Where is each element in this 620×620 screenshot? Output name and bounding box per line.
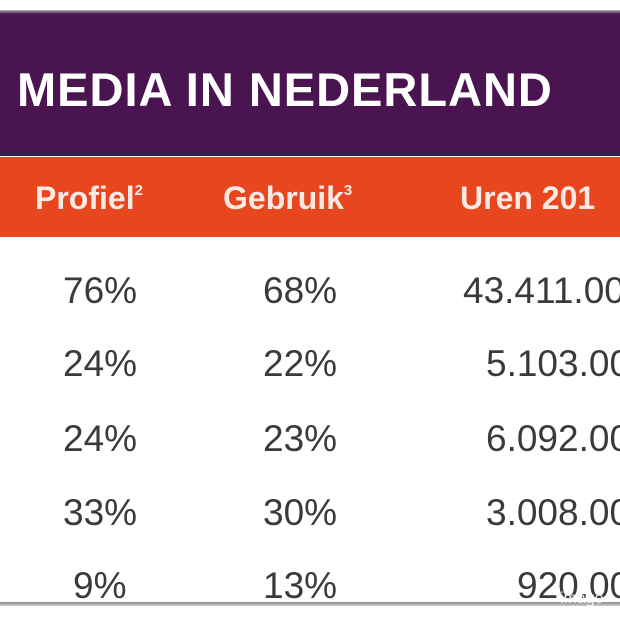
watermark: image xyxy=(560,590,604,607)
bottom-border xyxy=(0,602,620,606)
title-bar xyxy=(0,14,620,156)
table-title: MEDIA IN NEDERLAND xyxy=(17,63,553,116)
cell-gebruik: 22% xyxy=(263,343,338,384)
cell-profiel: 76% xyxy=(63,270,138,311)
column-header-bar xyxy=(0,157,620,237)
cell-gebruik: 13% xyxy=(263,565,338,606)
footnote-marker: 3 xyxy=(343,182,353,199)
column-header-uren: Uren 201 xyxy=(460,180,595,217)
column-header-profiel: Profiel2 xyxy=(35,180,143,217)
cell-profiel: 24% xyxy=(63,418,138,459)
cell-uren: 5.103.00 xyxy=(486,343,620,384)
cell-profiel: 24% xyxy=(63,343,138,384)
cell-gebruik: 23% xyxy=(263,418,338,459)
cell-profiel: 33% xyxy=(63,492,138,533)
cell-gebruik: 68% xyxy=(263,270,338,311)
footnote-marker: 2 xyxy=(134,182,143,199)
top-border xyxy=(0,10,620,14)
cell-uren: 920.00 xyxy=(517,565,620,606)
cell-uren: 3.008.00 xyxy=(486,492,620,533)
cell-uren: 6.092.00 xyxy=(486,418,620,459)
column-header-label: Profiel xyxy=(35,180,135,216)
cell-profiel: 9% xyxy=(73,565,127,606)
cell-gebruik: 30% xyxy=(263,492,338,533)
column-header-label: Gebruik xyxy=(223,180,344,216)
column-header-gebruik: Gebruik3 xyxy=(223,180,352,217)
column-header-label: Uren 201 xyxy=(460,180,596,216)
cell-uren: 43.411.00 xyxy=(463,270,620,311)
